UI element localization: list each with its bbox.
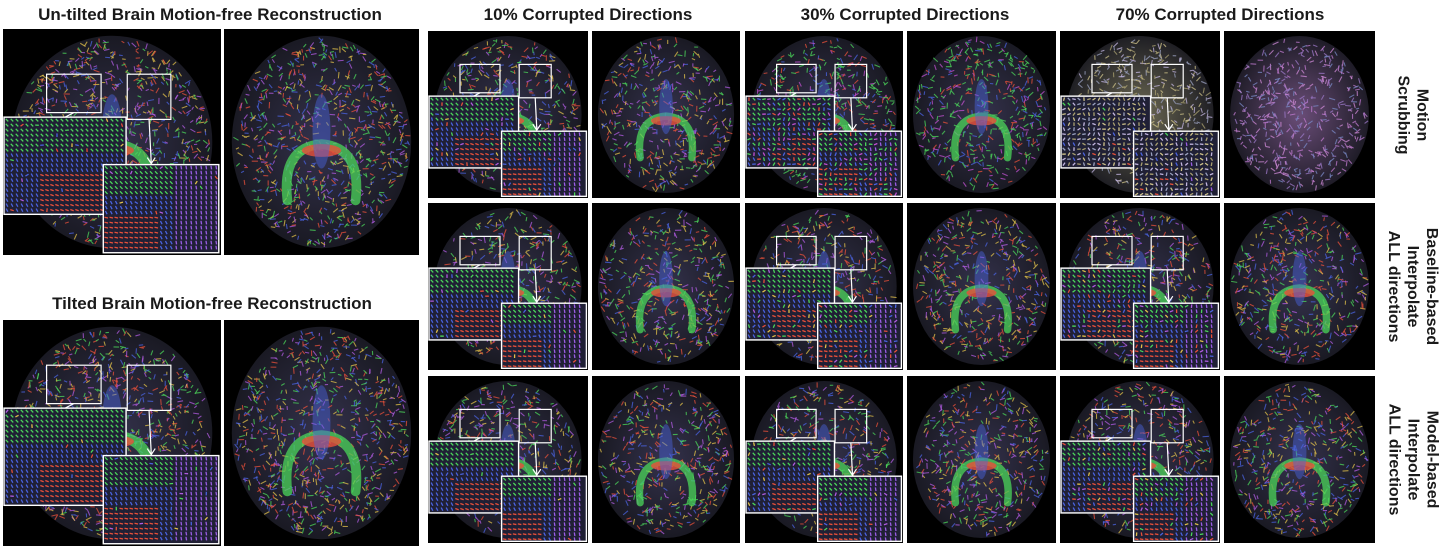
title-col-70: 70% Corrupted Directions: [1115, 5, 1325, 24]
title-col-30: 30% Corrupted Directions: [800, 5, 1010, 24]
model-10-slice-panel: [592, 376, 740, 543]
model-30-slice-panel: [907, 376, 1056, 543]
scrub-10-zoom-panel: [428, 31, 588, 198]
model-70-slice-panel: [1224, 376, 1375, 543]
model-70-zoom-panel: [1060, 376, 1220, 543]
baseline-70-zoom-panel: [1060, 203, 1220, 370]
row-label-motion-scrubbing: Motion Scrubbing: [1395, 74, 1432, 155]
tilted-zoom-panel: [3, 320, 221, 546]
baseline-30-zoom-panel: [745, 203, 903, 370]
baseline-30-slice-panel: [907, 203, 1056, 370]
baseline-10-zoom-panel: [428, 203, 588, 370]
tilted-slice-panel: [224, 320, 419, 546]
model-30-zoom-panel: [745, 376, 903, 543]
scrub-70-slice-panel: [1224, 31, 1375, 198]
untilted-slice-panel: [224, 29, 419, 255]
row-label-model: Model-based Interpolate ALL directions: [1385, 403, 1439, 516]
row-label-baseline: Baseline-based Interpolate ALL directions: [1385, 227, 1439, 346]
title-col-10: 10% Corrupted Directions: [483, 5, 693, 24]
untilted-zoom-panel: [3, 29, 221, 255]
baseline-70-slice-panel: [1224, 203, 1375, 370]
scrub-70-zoom-panel: [1060, 31, 1220, 198]
scrub-10-slice-panel: [592, 31, 740, 198]
scrub-30-zoom-panel: [745, 31, 903, 198]
title-tilted: Tilted Brain Motion-free Reconstruction: [52, 294, 372, 313]
scrub-30-slice-panel: [907, 31, 1056, 198]
model-10-zoom-panel: [428, 376, 588, 543]
title-untilted: Un-tilted Brain Motion-free Reconstructi…: [38, 5, 382, 24]
baseline-10-slice-panel: [592, 203, 740, 370]
